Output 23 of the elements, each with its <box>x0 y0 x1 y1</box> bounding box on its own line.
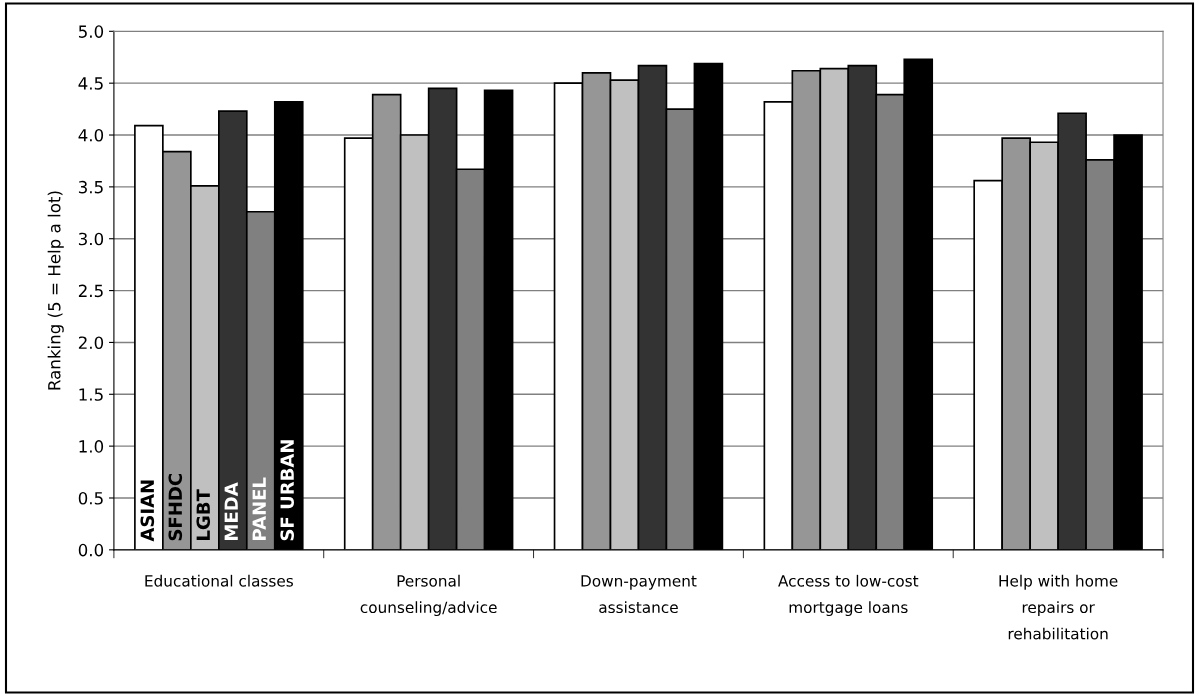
x-tick-label: Personal counseling/advice <box>360 574 497 617</box>
series-label: ASIAN <box>140 480 155 542</box>
series-label: SF URBAN <box>280 440 294 541</box>
series-label: MEDA <box>224 482 238 540</box>
x-tick-label: Help with home repairs or rehabilitation <box>999 574 1118 640</box>
y-tick-label: 2.0 <box>78 336 104 349</box>
y-tick-label: 1.0 <box>79 440 104 453</box>
x-tick-label: Down-payment assistance <box>581 575 697 614</box>
y-tick-label: 3.5 <box>78 180 103 194</box>
y-tick-label: 2.5 <box>78 284 103 298</box>
y-tick-label: 4.5 <box>78 77 103 90</box>
series-label: PANEL <box>252 477 266 540</box>
y-tick-label: 4.0 <box>78 128 104 142</box>
y-axis-title: Ranking (5 = Help a lot) <box>47 191 64 390</box>
y-tick-label: 0.5 <box>78 491 103 505</box>
series-label: SFHDC <box>168 474 183 541</box>
series-label: LGBT <box>196 489 211 540</box>
y-tick-label: 0.0 <box>78 543 104 557</box>
x-tick-label: Access to low-cost mortgage loans <box>778 574 919 617</box>
y-tick-label: 5.0 <box>78 25 104 38</box>
y-tick-label: 3.0 <box>78 232 104 246</box>
x-tick-label: Educational classes <box>145 574 293 587</box>
y-tick-label: 1.5 <box>79 388 103 401</box>
